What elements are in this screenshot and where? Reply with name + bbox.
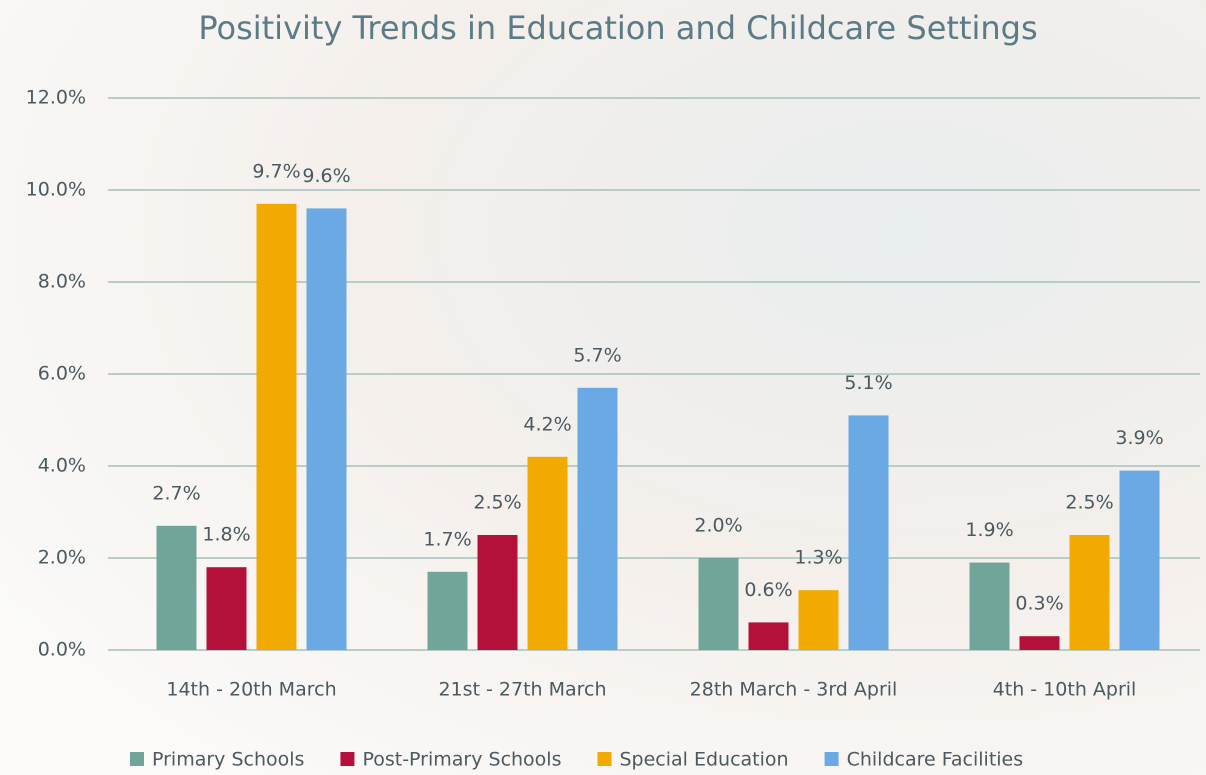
bar: [427, 571, 468, 650]
x-tick-label: 21st - 27th March: [438, 679, 606, 701]
bar: [206, 567, 247, 650]
legend-swatch: [130, 752, 144, 766]
value-label: 2.5%: [473, 492, 521, 514]
bar: [256, 203, 297, 651]
legend-swatch: [340, 752, 355, 766]
y-tick-label: 0.0%: [38, 639, 86, 661]
x-tick-label: 4th - 10th April: [993, 679, 1137, 701]
bar: [698, 558, 739, 650]
value-label: 9.7%: [252, 160, 300, 182]
value-label: 2.5%: [1065, 492, 1113, 514]
bar: [798, 590, 839, 650]
bar: [1119, 470, 1160, 650]
y-tick-label: 10.0%: [26, 179, 86, 201]
value-label: 1.7%: [423, 528, 471, 550]
value-label: 0.3%: [1015, 593, 1063, 615]
value-label: 1.8%: [202, 524, 250, 546]
chart-title: Positivity Trends in Education and Child…: [198, 9, 1037, 47]
value-label: 5.1%: [844, 372, 892, 394]
legend-label: Childcare Facilities: [847, 749, 1024, 771]
bar: [306, 208, 347, 650]
legend-swatch: [824, 752, 839, 766]
bar: [477, 535, 518, 650]
bar: [577, 387, 618, 650]
legend-label: Primary Schools: [152, 749, 304, 771]
value-label: 0.6%: [744, 579, 792, 601]
bar: [1069, 535, 1110, 650]
y-tick-label: 12.0%: [26, 87, 86, 109]
legend-swatch: [597, 752, 612, 766]
y-tick-label: 8.0%: [38, 271, 86, 293]
value-label: 3.9%: [1115, 427, 1163, 449]
bar: [848, 415, 889, 650]
value-label: 4.2%: [523, 413, 571, 435]
value-label: 2.0%: [694, 515, 742, 537]
bar: [969, 562, 1010, 650]
x-tick-label: 28th March - 3rd April: [690, 679, 898, 701]
bar: [1019, 636, 1060, 650]
y-tick-label: 6.0%: [38, 363, 86, 385]
value-label: 9.6%: [302, 165, 350, 187]
bar: [156, 525, 197, 650]
legend-label: Post-Primary Schools: [362, 749, 561, 771]
value-label: 1.3%: [794, 547, 842, 569]
bar: [748, 622, 789, 650]
value-label: 1.9%: [965, 519, 1013, 541]
x-tick-label: 14th - 20th March: [166, 679, 336, 701]
bar: [527, 456, 568, 650]
value-label: 2.7%: [152, 482, 200, 504]
legend-label: Special Education: [619, 749, 788, 771]
y-tick-label: 4.0%: [38, 455, 86, 477]
y-tick-label: 2.0%: [38, 547, 86, 569]
value-label: 5.7%: [573, 344, 621, 366]
